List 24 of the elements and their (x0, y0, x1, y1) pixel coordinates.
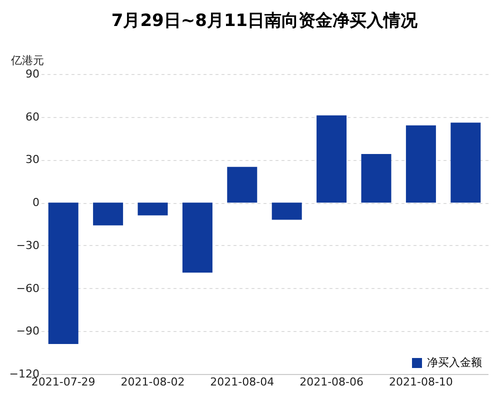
y-tick-label: 0 (32, 196, 40, 210)
bar (450, 122, 481, 203)
bar (48, 202, 78, 344)
bar (93, 202, 124, 226)
y-tick-label: 60 (26, 110, 40, 124)
bar (138, 202, 168, 216)
x-tick-label: 2021-08-04 (210, 376, 274, 388)
x-tick-label: 2021-08-06 (300, 376, 364, 388)
y-tick-label: −90 (16, 324, 40, 338)
y-tick-label: −30 (16, 238, 40, 252)
bar (182, 202, 212, 273)
bar (272, 202, 302, 220)
bar (316, 115, 347, 203)
bar (406, 125, 436, 203)
x-tick-label: 2021-08-02 (120, 376, 185, 388)
legend-label: 净买入金额 (427, 356, 482, 369)
chart-title: 7月29日~8月11日南向资金净买入情况 (111, 11, 419, 31)
y-tick-label: 30 (26, 153, 40, 166)
x-tick-label: 2021-08-10 (388, 376, 453, 388)
y-tick-label: −60 (16, 282, 40, 295)
bar (227, 166, 258, 203)
bar (361, 154, 392, 203)
y-axis-title: 亿港元 (10, 54, 44, 67)
y-tick-label: 90 (26, 68, 40, 80)
